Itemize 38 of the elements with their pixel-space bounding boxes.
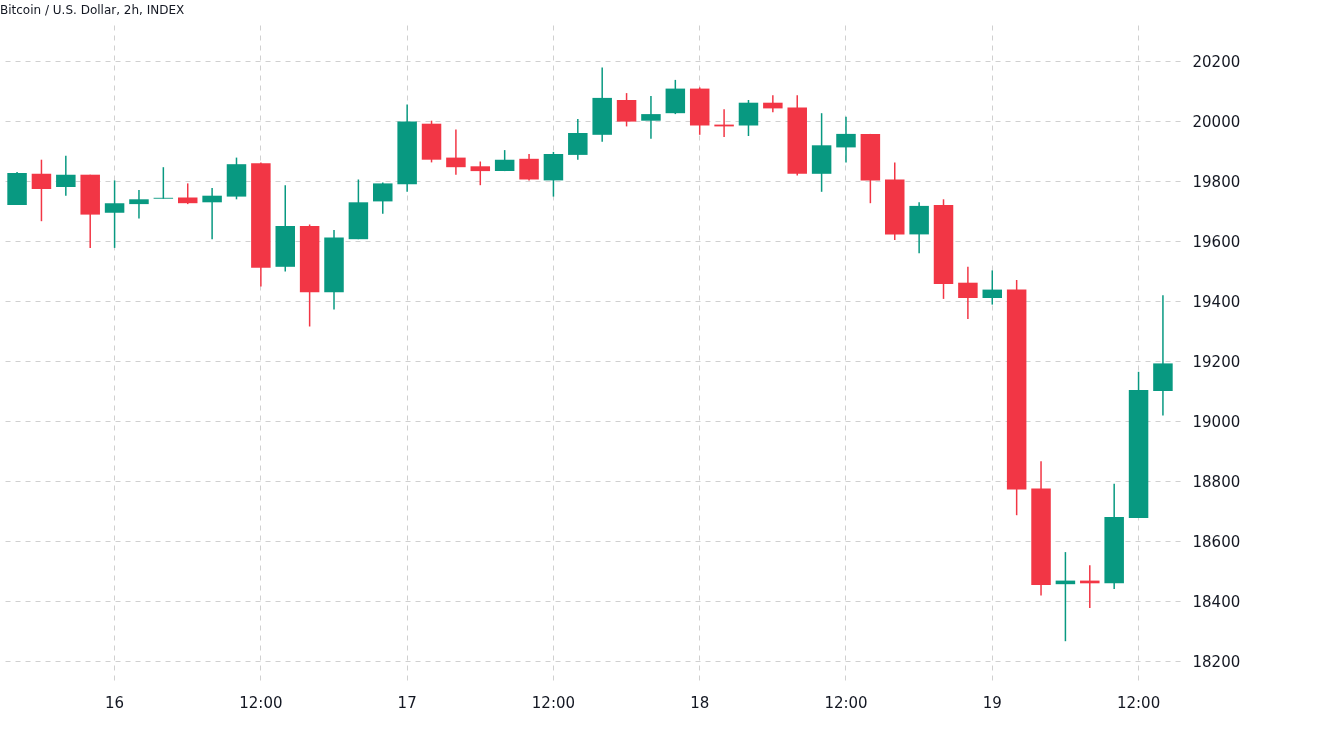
candlestick [641, 95, 661, 140]
y-tick-label: 19200 [1192, 352, 1241, 371]
y-tick-label: 18800 [1192, 472, 1241, 491]
chart-title: Bitcoin / U.S. Dollar, 2h, INDEX [0, 3, 185, 17]
candlestick [519, 153, 539, 182]
x-tick-label: 12:00 [239, 693, 283, 712]
x-tick-label: 17 [397, 693, 417, 712]
y-tick-label: 20200 [1192, 52, 1241, 71]
x-tick-label: 12:00 [531, 693, 576, 712]
candlestick [470, 160, 491, 186]
candlestick [202, 187, 222, 240]
candlestick [446, 128, 466, 176]
x-tick-label: 16 [105, 693, 125, 712]
y-tick-label: 20000 [1192, 112, 1241, 131]
x-tick-label: 19 [982, 693, 1002, 712]
y-tick-label: 18200 [1192, 652, 1241, 671]
candlestick [56, 155, 76, 197]
y-tick-label: 18600 [1192, 532, 1241, 551]
candlestick [373, 181, 393, 215]
candlestick [738, 99, 759, 137]
candlestick [763, 94, 783, 114]
y-tick-label: 19800 [1192, 172, 1241, 191]
x-tick-label: 12:00 [824, 693, 868, 712]
candlestick [982, 269, 1003, 306]
y-tick-label: 19000 [1192, 412, 1241, 431]
candlestick [616, 92, 637, 128]
x-tick-label: 18 [690, 693, 710, 712]
candlestick [31, 158, 52, 222]
candlestick [104, 179, 125, 249]
candlestick [958, 266, 978, 320]
y-tick-label: 19400 [1192, 292, 1241, 311]
y-tick-label: 19600 [1192, 232, 1241, 251]
x-tick-label: 12:00 [1116, 693, 1161, 712]
y-tick-label: 18400 [1192, 592, 1241, 611]
candlestick [129, 189, 149, 220]
candlestick [568, 118, 588, 161]
candlestick [836, 116, 856, 164]
candlestick [153, 166, 174, 200]
